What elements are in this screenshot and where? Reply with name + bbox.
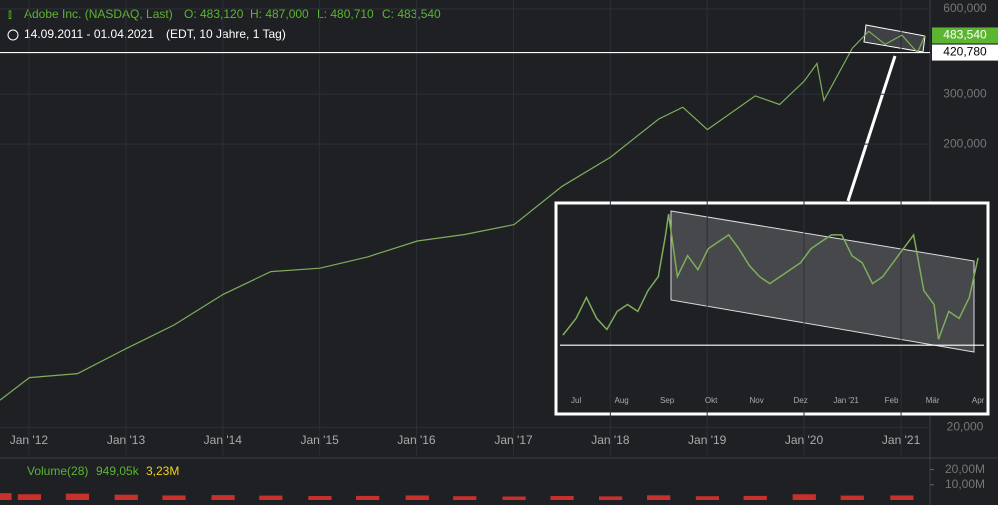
volume-bar: [502, 496, 526, 500]
y-tick-label: 10,00M: [945, 477, 985, 491]
volume-bar: [840, 495, 864, 500]
inset-frame: [554, 201, 990, 416]
x-tick-label: Dez: [793, 396, 807, 405]
price-line: [562, 213, 979, 340]
x-tick-label: Jan '19: [688, 433, 727, 447]
volume-bar: [743, 495, 767, 500]
x-tick-label: Jul: [571, 396, 581, 405]
x-tick-label: Apr: [972, 396, 985, 405]
range: 14.09.2011 - 01.04.2021: [24, 27, 154, 41]
y-tick-label: 20,00M: [945, 462, 985, 476]
clock-icon: [7, 29, 19, 41]
volume-bar: [453, 496, 477, 500]
icon: ⫾: [8, 7, 12, 21]
volume-bar: [550, 496, 574, 500]
x-tick-label: Jan '13: [107, 433, 146, 447]
x-tick-label: Jan '18: [591, 433, 630, 447]
y-tick-label: 20,000: [947, 420, 984, 434]
low: L: 480,710: [317, 7, 374, 21]
volume-bar: [405, 495, 429, 500]
y-tick-label: 600,000: [943, 1, 987, 15]
x-tick-label: Aug: [615, 396, 629, 405]
price-label-box: [932, 44, 998, 61]
volume-bar: [308, 496, 332, 500]
x-tick-label: Okt: [705, 396, 718, 405]
x-tick-label: Jan '21: [833, 396, 859, 405]
volume-bar: [356, 495, 380, 500]
x-tick-label: Mär: [926, 396, 940, 405]
x-tick-label: Nov: [749, 396, 763, 405]
y-tick-label: 300,000: [943, 86, 987, 100]
zoom-connector: [846, 55, 897, 202]
trend-channel: [670, 210, 975, 353]
volume-bar: [792, 494, 816, 500]
volume-bar: [259, 495, 283, 500]
price-line: [0, 30, 926, 401]
x-tick-label: Jan '12: [10, 433, 49, 447]
volume-bar: [890, 495, 914, 500]
volume-bar: [17, 494, 42, 500]
y-tick-label: 200,000: [943, 136, 987, 150]
volume-bar: [695, 496, 720, 500]
volume-bar: [114, 494, 138, 500]
high: H: 487,000: [250, 7, 309, 21]
x-tick-label: Jan '17: [494, 433, 533, 447]
volume-avg: 3,23M: [146, 464, 179, 478]
volume-title: Volume(28): [27, 464, 88, 478]
volume-bar: [599, 496, 623, 500]
x-tick-label: Jan '20: [785, 433, 824, 447]
volume-bar: [162, 495, 186, 500]
header: ⫾ Adobe Inc. (NASDAQ, Last) O: 483,120 H…: [7, 7, 441, 478]
price-label: 483,540: [943, 28, 987, 42]
open: O: 483,120: [184, 7, 244, 21]
x-tick-label: Feb: [885, 396, 899, 405]
x-tick-label: Jan '15: [300, 433, 339, 447]
volume-bar: [211, 495, 235, 500]
volume-bar: [65, 493, 90, 500]
x-tick-label: Jan '21: [882, 433, 921, 447]
price-label-box: [932, 27, 998, 44]
instrument: Adobe Inc. (NASDAQ, Last): [24, 7, 173, 21]
x-tick-label: Jan '16: [397, 433, 436, 447]
x-tick-label: Jan '14: [204, 433, 243, 447]
volume-bar: [647, 495, 671, 500]
volume-bar: [0, 493, 12, 500]
volume-value: 949,05k: [96, 464, 140, 478]
close: C: 483,540: [382, 7, 441, 21]
x-tick-label: Sep: [660, 396, 675, 405]
info: (EDT, 10 Jahre, 1 Tag): [166, 27, 286, 41]
price-label: 420,780: [943, 45, 987, 59]
